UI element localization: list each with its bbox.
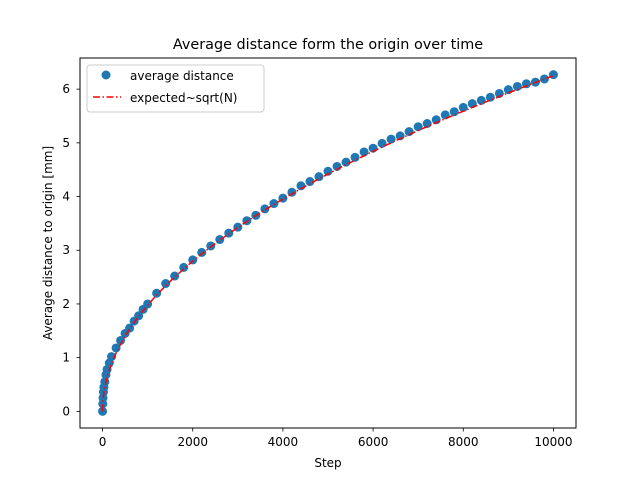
y-tick-label: 0 — [62, 404, 70, 418]
y-axis: 0 1 2 3 4 5 6 — [62, 82, 80, 418]
data-point — [350, 152, 360, 162]
data-point — [152, 288, 162, 298]
data-point — [458, 102, 468, 112]
y-tick-label: 2 — [62, 297, 70, 311]
data-point — [413, 122, 423, 132]
data-point — [503, 85, 513, 95]
data-point — [215, 235, 225, 245]
data-point — [197, 247, 207, 257]
expected-line-series — [101, 75, 554, 412]
data-point — [161, 279, 171, 289]
data-point — [485, 92, 495, 102]
data-point — [548, 70, 558, 80]
y-tick-label: 6 — [62, 82, 70, 96]
legend-box — [86, 64, 265, 113]
data-point — [305, 177, 315, 187]
data-point — [206, 241, 216, 251]
y-axis-title: Average distance to origin [mm] — [41, 146, 55, 340]
y-tick-label: 5 — [62, 136, 70, 150]
legend-label-average-distance: average distance — [130, 69, 234, 83]
data-point — [359, 147, 369, 157]
data-point — [386, 134, 396, 144]
legend-marker-average-distance — [101, 70, 111, 80]
data-point — [111, 343, 121, 353]
data-point — [341, 157, 351, 167]
data-point — [116, 335, 126, 345]
x-axis: 0 2000 4000 6000 8000 10000 — [99, 428, 573, 449]
x-tick-label: 10000 — [534, 435, 572, 449]
y-tick-label: 1 — [62, 351, 70, 365]
chart-title: Average distance form the origin over ti… — [173, 37, 483, 53]
legend-label-expected: expected~sqrt(N) — [130, 91, 237, 105]
data-point — [476, 95, 486, 105]
expected-line — [101, 75, 554, 412]
x-tick-label: 6000 — [358, 435, 389, 449]
data-point — [269, 199, 279, 209]
x-tick-label: 2000 — [177, 435, 208, 449]
x-tick-label: 8000 — [448, 435, 479, 449]
plot-frame — [79, 57, 577, 429]
data-point — [539, 74, 549, 84]
legend: average distance expected~sqrt(N) — [86, 64, 265, 113]
y-tick-label: 3 — [62, 243, 70, 257]
data-point — [512, 81, 522, 91]
data-point — [179, 262, 189, 272]
data-point — [377, 138, 387, 148]
marker-series — [98, 70, 558, 416]
y-tick-label: 4 — [62, 190, 70, 204]
x-axis-title: Step — [314, 456, 341, 470]
data-point — [134, 311, 144, 321]
x-tick-label: 0 — [99, 435, 107, 449]
data-point — [422, 119, 432, 129]
x-tick-label: 4000 — [268, 435, 299, 449]
data-point — [449, 107, 459, 117]
data-point — [314, 172, 324, 182]
